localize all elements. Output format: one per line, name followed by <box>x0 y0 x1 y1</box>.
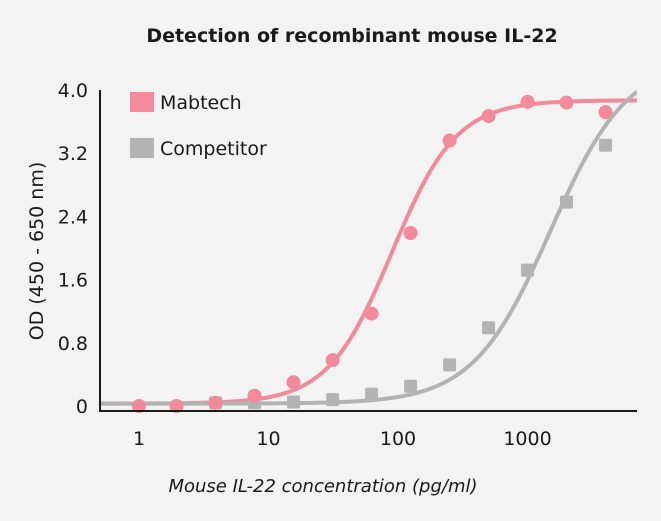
legend-label-1: Competitor <box>160 138 267 160</box>
chart-title: Detection of recombinant mouse IL-22 <box>146 25 557 47</box>
data-point-0-10 <box>520 94 535 109</box>
data-point-0-1 <box>169 399 184 413</box>
data-point-1-6 <box>443 358 457 372</box>
data-point-1-3 <box>326 393 340 407</box>
data-point-0-5 <box>325 353 340 368</box>
y-tick-label-3: 2.4 <box>58 206 88 228</box>
data-point-0-9 <box>481 109 496 124</box>
x-tick-label-0: 1 <box>133 428 145 450</box>
data-point-0-7 <box>403 225 418 240</box>
data-point-1-9 <box>560 195 574 209</box>
legend-swatch-0 <box>130 92 154 112</box>
x-tick-label-3: 1000 <box>503 428 551 450</box>
x-tick-label-2: 100 <box>380 428 416 450</box>
data-point-1-7 <box>482 321 496 335</box>
data-point-0-11 <box>559 95 574 110</box>
y-tick-label-5: 4.0 <box>58 80 88 102</box>
y-tick-label-1: 0.8 <box>58 333 88 355</box>
data-point-0-4 <box>286 375 301 390</box>
y-tick-label-4: 3.2 <box>58 143 88 165</box>
data-point-0-0 <box>131 399 146 413</box>
data-point-0-3 <box>247 388 262 403</box>
plot-area <box>100 90 637 413</box>
data-point-1-2 <box>287 395 301 409</box>
legend: Mabtech Competitor <box>130 92 267 160</box>
x-tick-label-1: 10 <box>256 428 280 450</box>
data-point-1-4 <box>365 387 379 401</box>
data-point-0-6 <box>364 306 379 321</box>
data-point-0-8 <box>442 133 457 148</box>
x-tick-labels: 1 10 100 1000 <box>133 428 552 450</box>
data-point-1-10 <box>599 138 613 152</box>
y-axis-label: OD (450 - 650 nm) <box>26 162 48 341</box>
data-point-0-12 <box>598 105 613 120</box>
x-axis-label: Mouse IL-22 concentration (pg/ml) <box>168 476 477 497</box>
data-point-0-2 <box>208 395 223 410</box>
data-point-1-8 <box>521 263 535 277</box>
y-tick-label-2: 1.6 <box>58 270 88 292</box>
data-point-1-5 <box>404 379 418 393</box>
y-tick-labels: 0 0.8 1.6 2.4 3.2 4.0 <box>58 80 88 418</box>
legend-label-0: Mabtech <box>160 92 242 114</box>
legend-swatch-1 <box>130 138 154 158</box>
y-tick-label-0: 0 <box>76 396 88 418</box>
